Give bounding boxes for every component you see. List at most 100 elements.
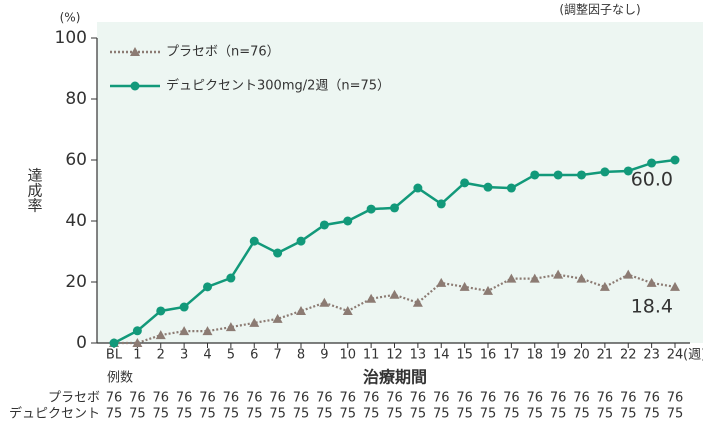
point [272, 313, 283, 323]
point [460, 178, 470, 188]
table-cell: 76 [433, 391, 450, 406]
point [413, 183, 423, 193]
point [670, 281, 680, 291]
point [553, 269, 564, 279]
point [506, 183, 516, 193]
y-tick-label: 80 [65, 89, 87, 109]
point [249, 236, 259, 246]
table-cell: 75 [363, 407, 380, 422]
point [155, 330, 166, 340]
table-cell: 76 [316, 391, 333, 406]
table-cell: 75 [176, 407, 193, 422]
x-tick-label: 6 [250, 348, 258, 363]
table-cell: 75 [643, 407, 660, 422]
x-tick-label: 22 [620, 348, 637, 363]
table-cell: 76 [106, 391, 123, 406]
x-tick-label: 21 [597, 348, 614, 363]
table-cell: 75 [480, 407, 497, 422]
table-cell: 75 [573, 407, 590, 422]
x-unit: (週) [683, 348, 703, 363]
table-cell: 76 [480, 391, 497, 406]
table-cell: 75 [316, 407, 333, 422]
table-cell: 76 [456, 391, 473, 406]
table-cell: 76 [293, 391, 310, 406]
x-tick-label: 9 [320, 348, 328, 363]
series: 18.4 [109, 269, 680, 347]
point [132, 326, 142, 336]
point [483, 182, 493, 192]
x-axis-label: 治療期間 [363, 368, 427, 387]
table-cell: 76 [550, 391, 567, 406]
x-tick-label: 10 [339, 348, 356, 363]
point [202, 326, 213, 336]
y-unit: (%) [60, 11, 81, 25]
point [319, 220, 329, 230]
y-tick-label: 60 [65, 150, 87, 170]
x-tick-label: 15 [456, 348, 473, 363]
table-cell: 76 [363, 391, 380, 406]
table-cell: 76 [503, 391, 520, 406]
x-tick-label: 4 [203, 348, 211, 363]
point [342, 305, 353, 315]
y-tick-label: 20 [65, 272, 87, 292]
x-tick-label: 20 [573, 348, 590, 363]
x-tick-label: 14 [433, 348, 450, 363]
plot-area [97, 22, 703, 343]
point [296, 236, 306, 246]
table-cell: 75 [410, 407, 427, 422]
table-cell: 75 [223, 407, 240, 422]
x-tick-label: 17 [503, 348, 520, 363]
table-cell: 76 [573, 391, 590, 406]
point [132, 338, 143, 347]
x-tick-label: 18 [526, 348, 543, 363]
table-cell: 76 [223, 391, 240, 406]
point [436, 199, 446, 209]
x-tick-label: 1 [133, 348, 141, 363]
y-tick-label: 0 [76, 333, 87, 353]
x-tick-label: 23 [643, 348, 660, 363]
point [646, 277, 657, 287]
table-cell: 76 [597, 391, 614, 406]
table-cell: 75 [129, 407, 146, 422]
table-cell: 75 [667, 407, 684, 422]
table-cell: 75 [339, 407, 356, 422]
point [623, 166, 633, 176]
point [483, 285, 493, 295]
point [530, 170, 540, 180]
note: (調整因子なし) [559, 2, 640, 17]
table-cell: 76 [620, 391, 637, 406]
point [459, 281, 470, 291]
point [506, 273, 517, 283]
table-cell: 75 [550, 407, 567, 422]
table-cell: 75 [597, 407, 614, 422]
table-cell: 76 [643, 391, 660, 406]
point [343, 216, 353, 226]
point [576, 273, 587, 283]
legend-marker [130, 47, 140, 56]
legend-marker [130, 81, 140, 91]
x-tick-label: 7 [273, 348, 281, 363]
table-cell: 76 [176, 391, 193, 406]
x-tick-label: 24 [667, 348, 684, 363]
point [156, 306, 166, 316]
x-tick-label: 19 [550, 348, 567, 363]
table-cell: 76 [667, 391, 684, 406]
table-cell: 76 [152, 391, 169, 406]
table-cell: 76 [269, 391, 286, 406]
point [529, 273, 540, 283]
table-cell: 75 [526, 407, 543, 422]
y-axis-label: 達成率 [26, 168, 44, 213]
point [412, 297, 423, 307]
point [577, 170, 586, 180]
table-cell: 75 [433, 407, 450, 422]
table-row-label: デュピクセント [9, 406, 100, 422]
table-cell: 75 [620, 407, 637, 422]
table-cell: 76 [246, 391, 263, 406]
point [273, 248, 283, 258]
point [249, 317, 260, 327]
series: 60.0 [109, 155, 680, 348]
table-cell: 75 [269, 407, 286, 422]
table-cell: 76 [199, 391, 216, 406]
value-label: 18.4 [631, 295, 673, 317]
